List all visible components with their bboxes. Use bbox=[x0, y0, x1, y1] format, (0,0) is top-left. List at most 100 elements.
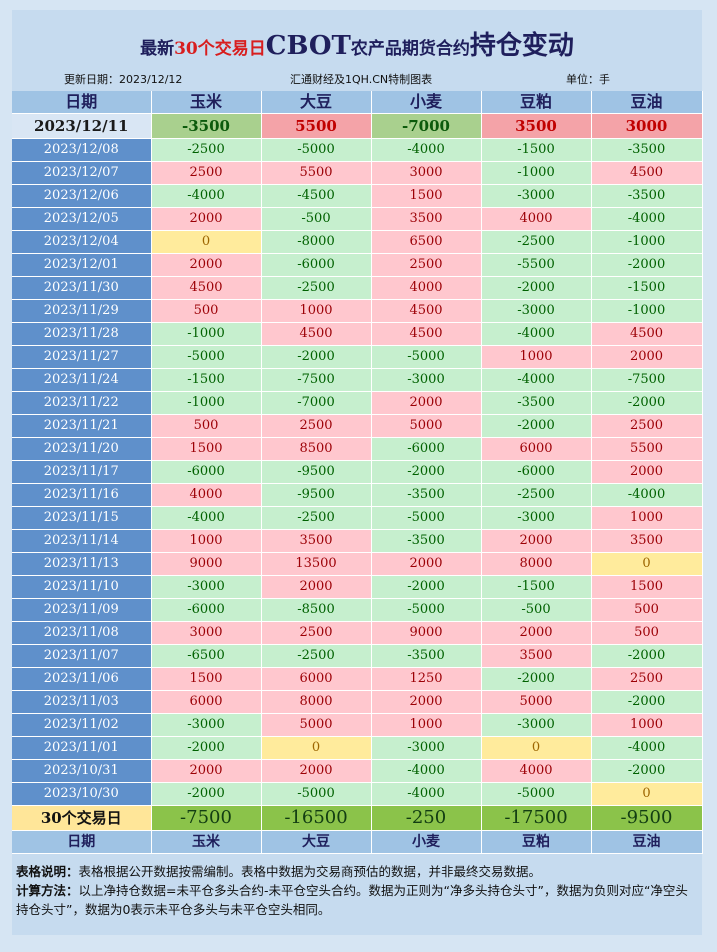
date-cell: 2023/11/17 bbox=[12, 460, 152, 484]
footer-row: 日期 玉米 大豆 小麦 豆粕 豆油 bbox=[12, 830, 703, 854]
value-cell: -4000 bbox=[371, 138, 482, 162]
value-cell: 2500 bbox=[591, 414, 703, 438]
table-row: 2023/11/14 1000 3500 -3500 2000 3500 bbox=[12, 529, 703, 553]
value-cell: 9000 bbox=[371, 621, 482, 645]
date-cell: 2023/11/20 bbox=[12, 437, 152, 461]
table-row: 2023/11/20 1500 8500 -6000 6000 5500 bbox=[12, 437, 703, 461]
value-cell: 3000 bbox=[591, 113, 703, 139]
total-label: 30个交易日 bbox=[12, 805, 152, 831]
value-cell: 4500 bbox=[591, 161, 703, 185]
value-cell: -1000 bbox=[591, 299, 703, 323]
header-cell: 日期 bbox=[12, 91, 152, 114]
value-cell: 2000 bbox=[481, 621, 592, 645]
table-row: 2023/11/22 -1000 -7000 2000 -3500 -2000 bbox=[12, 391, 703, 415]
value-cell: 4000 bbox=[151, 483, 262, 507]
value-cell: 2000 bbox=[261, 759, 372, 783]
value-cell: -2000 bbox=[151, 736, 262, 760]
value-cell: 6000 bbox=[151, 690, 262, 714]
value-cell: 1000 bbox=[591, 713, 703, 737]
value-cell: 2500 bbox=[371, 253, 482, 277]
date-cell: 2023/11/08 bbox=[12, 621, 152, 645]
notes-method: 计算方法：以上净持仓数据=未平仓多头合约-未平仓空头合约。数据为正则为“净多头持… bbox=[16, 881, 700, 919]
value-cell: 5500 bbox=[261, 161, 372, 185]
value-cell: 5500 bbox=[261, 113, 372, 139]
value-cell: 3500 bbox=[481, 113, 592, 139]
date-cell: 2023/11/28 bbox=[12, 322, 152, 346]
value-cell: -3000 bbox=[481, 299, 592, 323]
header-cell: 小麦 bbox=[371, 91, 482, 114]
value-cell: 2000 bbox=[481, 529, 592, 553]
date-cell: 2023/11/21 bbox=[12, 414, 152, 438]
title-prefix: 最新 bbox=[140, 39, 175, 59]
value-cell: -7000 bbox=[371, 113, 482, 139]
value-cell: 3500 bbox=[591, 529, 703, 553]
latest-row: 2023/12/11 -3500 5500 -7000 3500 3000 bbox=[12, 113, 703, 139]
date-cell: 2023/12/06 bbox=[12, 184, 152, 208]
table-row: 2023/11/30 4500 -2500 4000 -2000 -1500 bbox=[12, 276, 703, 300]
value-cell: -4000 bbox=[371, 782, 482, 806]
table-row: 2023/10/30 -2000 -5000 -4000 -5000 0 bbox=[12, 782, 703, 806]
value-cell: -2000 bbox=[151, 782, 262, 806]
footer-cell: 豆粕 bbox=[481, 830, 592, 854]
value-cell: -4000 bbox=[481, 368, 592, 392]
date-cell: 2023/11/14 bbox=[12, 529, 152, 553]
value-cell: -5000 bbox=[261, 782, 372, 806]
value-cell: -2000 bbox=[481, 414, 592, 438]
date-cell: 2023/10/31 bbox=[12, 759, 152, 783]
value-cell: -3500 bbox=[591, 184, 703, 208]
value-cell: 2000 bbox=[261, 575, 372, 599]
value-cell: -9500 bbox=[261, 483, 372, 507]
value-cell: -2000 bbox=[591, 690, 703, 714]
value-cell: -2500 bbox=[481, 483, 592, 507]
value-cell: -2000 bbox=[591, 391, 703, 415]
value-cell: -3000 bbox=[151, 575, 262, 599]
value-cell: 13500 bbox=[261, 552, 372, 576]
value-cell: 5500 bbox=[591, 437, 703, 461]
notes-method-text: 以上净持仓数据=未平仓多头合约-未平仓空头合约。数据为正则为“净多头持仓头寸”，… bbox=[16, 883, 688, 917]
value-cell: -2000 bbox=[371, 460, 482, 484]
value-cell: -500 bbox=[481, 598, 592, 622]
header-cell: 大豆 bbox=[261, 91, 372, 114]
value-cell: 1000 bbox=[261, 299, 372, 323]
value-cell: 2000 bbox=[151, 759, 262, 783]
footer-cell: 玉米 bbox=[151, 830, 262, 854]
title-cbot: CBOT bbox=[265, 31, 351, 61]
table-row: 2023/11/28 -1000 4500 4500 -4000 4500 bbox=[12, 322, 703, 346]
total-value-cell: -7500 bbox=[151, 805, 262, 831]
value-cell: -4000 bbox=[371, 759, 482, 783]
table-row: 2023/12/01 2000 -6000 2500 -5500 -2000 bbox=[12, 253, 703, 277]
value-cell: -2000 bbox=[591, 759, 703, 783]
value-cell: 2500 bbox=[261, 414, 372, 438]
table-row: 2023/11/07 -6500 -2500 -3500 3500 -2000 bbox=[12, 644, 703, 668]
table-row: 2023/11/09 -6000 -8500 -5000 -500 500 bbox=[12, 598, 703, 622]
value-cell: -3500 bbox=[371, 483, 482, 507]
total-value-cell: -16500 bbox=[261, 805, 372, 831]
value-cell: 500 bbox=[151, 414, 262, 438]
table-row: 2023/11/06 1500 6000 1250 -2000 2500 bbox=[12, 667, 703, 691]
value-cell: -2500 bbox=[261, 506, 372, 530]
value-cell: -5000 bbox=[371, 598, 482, 622]
date-cell: 2023/11/30 bbox=[12, 276, 152, 300]
data-source: 汇通财经及1QH.CN特制图表 bbox=[290, 73, 433, 86]
value-cell: 500 bbox=[151, 299, 262, 323]
table-row: 2023/11/13 9000 13500 2000 8000 0 bbox=[12, 552, 703, 576]
value-cell: 2500 bbox=[591, 667, 703, 691]
report-title: 最新30个交易日CBOT农产品期货合约持仓变动 bbox=[12, 24, 702, 68]
value-cell: -6500 bbox=[151, 644, 262, 668]
value-cell: 6000 bbox=[261, 667, 372, 691]
value-cell: 4000 bbox=[371, 276, 482, 300]
value-cell: 1500 bbox=[151, 437, 262, 461]
value-cell: -2500 bbox=[261, 276, 372, 300]
value-cell: -3000 bbox=[481, 184, 592, 208]
value-cell: -1500 bbox=[151, 368, 262, 392]
header-cell: 玉米 bbox=[151, 91, 262, 114]
value-cell: 5000 bbox=[481, 690, 592, 714]
value-cell: -2000 bbox=[591, 644, 703, 668]
date-cell: 2023/11/01 bbox=[12, 736, 152, 760]
value-cell: -3500 bbox=[481, 391, 592, 415]
value-cell: -6000 bbox=[261, 253, 372, 277]
table-row: 2023/11/21 500 2500 5000 -2000 2500 bbox=[12, 414, 703, 438]
value-cell: -7000 bbox=[261, 391, 372, 415]
value-cell: 0 bbox=[591, 552, 703, 576]
date-cell: 2023/11/27 bbox=[12, 345, 152, 369]
